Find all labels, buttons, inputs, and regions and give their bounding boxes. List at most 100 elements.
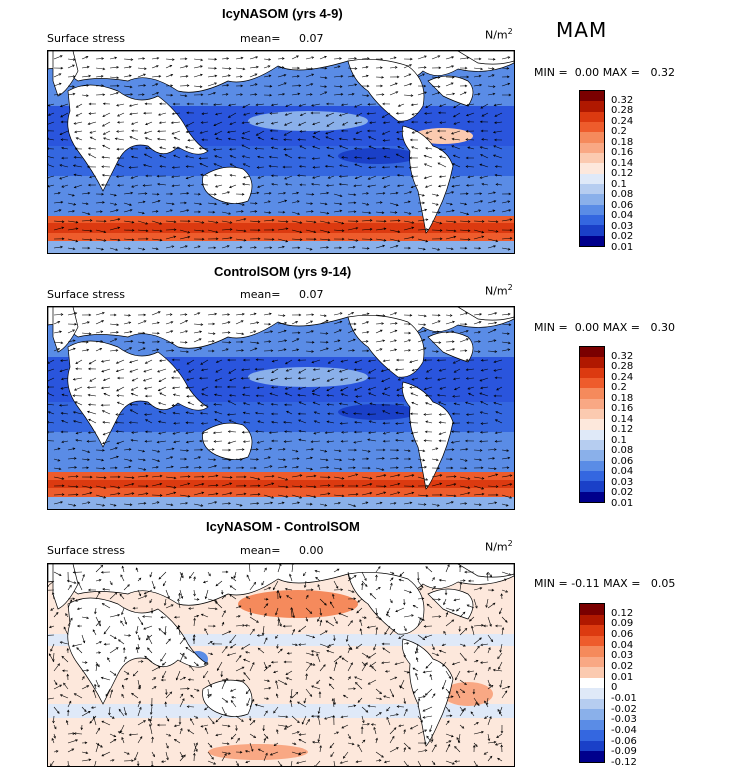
colorbar-label: 0.06 — [611, 200, 634, 211]
mean-value-3: 0.00 — [299, 544, 324, 557]
colorbar-swatch — [580, 481, 604, 492]
colorbar-label: 0.06 — [611, 629, 634, 640]
colorbar-label: 0.24 — [611, 116, 634, 127]
colorbar-label: 0.16 — [611, 403, 634, 414]
colorbar-label: 0.14 — [611, 158, 634, 169]
colorbar-swatch — [580, 625, 604, 636]
mean-label-3: mean= — [240, 544, 281, 557]
colorbar-swatch — [580, 357, 604, 368]
season-label: MAM — [556, 18, 608, 42]
colorbar-label: 0.03 — [611, 650, 634, 661]
min-max-1: MIN = 0.00 MAX = 0.32 — [534, 66, 675, 79]
colorbar-swatch — [580, 730, 604, 741]
land-masses-3 — [48, 564, 514, 747]
colorbar-label: 0.02 — [611, 231, 634, 242]
colorbar-swatch — [580, 121, 604, 133]
colorbar-swatch — [580, 450, 604, 461]
colorbar-label: 0.14 — [611, 414, 634, 425]
colorbar-swatch — [580, 194, 604, 205]
colorbar-label: 0.24 — [611, 372, 634, 383]
colorbar-swatch — [580, 677, 604, 689]
panel-title-2: ControlSOM (yrs 9-14) — [214, 264, 352, 279]
colorbar-label: 0.1 — [611, 435, 627, 446]
colorbar-swatch — [580, 91, 604, 102]
stress-vectors — [48, 564, 512, 766]
mean-value-2: 0.07 — [299, 288, 324, 301]
colorbar-swatch — [580, 656, 604, 668]
colorbar-swatch — [580, 688, 604, 699]
colorbar-swatch — [580, 377, 604, 389]
mean-label-2: mean= — [240, 288, 281, 301]
field-label-1: Surface stress — [47, 32, 125, 45]
colorbar-swatch — [580, 398, 604, 409]
colorbar-swatch — [580, 635, 604, 647]
land-masses-1 — [48, 51, 514, 234]
colorbar-label: 0.16 — [611, 147, 634, 158]
colorbar-label: -0.09 — [611, 746, 637, 757]
land-masses-2 — [48, 307, 514, 490]
colorbar-swatch — [580, 214, 604, 226]
colorbar-label: 0.01 — [611, 242, 634, 253]
colorbar-label: 0.18 — [611, 137, 634, 148]
colorbar-label: -0.01 — [611, 693, 637, 704]
colorbar-3 — [579, 603, 605, 763]
colorbar-swatch — [580, 183, 604, 195]
colorbar-swatch — [580, 698, 604, 710]
colorbar-label: -0.04 — [611, 725, 637, 736]
colorbar-label: 0.28 — [611, 105, 634, 116]
colorbar-label: 0.12 — [611, 424, 634, 435]
colorbar-swatch — [580, 101, 604, 112]
colorbar-swatch — [580, 460, 604, 471]
map-panel-1 — [47, 50, 515, 254]
field-label-2: Surface stress — [47, 288, 125, 301]
mean-value-1: 0.07 — [299, 32, 324, 45]
colorbar-swatch — [580, 388, 604, 399]
colorbar-label: 0.02 — [611, 661, 634, 672]
colorbar-label: 0.12 — [611, 608, 634, 619]
map-svg-1 — [48, 51, 514, 253]
stress-vectors — [48, 55, 513, 251]
colorbar-swatch — [580, 419, 604, 430]
colorbar-swatch — [580, 604, 604, 615]
colorbar-label: -0.12 — [611, 757, 637, 768]
colorbar-swatch — [580, 132, 604, 143]
colorbar-label: 0.04 — [611, 640, 634, 651]
colorbar-swatch — [580, 429, 604, 440]
colorbar-label: -0.02 — [611, 704, 637, 715]
colorbar-swatch — [580, 667, 604, 678]
colorbar-label: 0.04 — [611, 210, 634, 221]
units-2: N/m2 — [485, 283, 513, 298]
colorbar-1 — [579, 90, 605, 247]
map-svg-3 — [48, 564, 514, 766]
colorbar-swatch — [580, 470, 604, 482]
colorbar-label: -0.06 — [611, 736, 637, 747]
colorbar-label: 0.32 — [611, 351, 634, 362]
colorbar-swatch — [580, 204, 604, 215]
map-panel-3 — [47, 563, 515, 767]
colorbar-label: 0.04 — [611, 466, 634, 477]
colorbar-label: 0.02 — [611, 487, 634, 498]
units-1: N/m2 — [485, 27, 513, 42]
colorbar-label: 0.06 — [611, 456, 634, 467]
colorbar-label: 0.28 — [611, 361, 634, 372]
colorbar-swatch — [580, 142, 604, 153]
colorbar-2 — [579, 346, 605, 503]
colorbar-label: 0.08 — [611, 445, 634, 456]
min-max-3: MIN = -0.11 MAX = 0.05 — [534, 577, 676, 590]
map-svg-2 — [48, 307, 514, 509]
units-3: N/m2 — [485, 539, 513, 554]
colorbar-swatch — [580, 740, 604, 752]
colorbar-swatch — [580, 709, 604, 720]
colorbar-swatch — [580, 347, 604, 358]
colorbar-label: 0 — [611, 682, 618, 693]
colorbar-swatch — [580, 152, 604, 164]
colorbar-label: 0.1 — [611, 179, 627, 190]
field-label-3: Surface stress — [47, 544, 125, 557]
colorbar-swatch — [580, 367, 604, 378]
panel-title-1: IcyNASOM (yrs 4-9) — [222, 6, 343, 21]
colorbar-swatch — [580, 225, 604, 236]
colorbar-label: 0.03 — [611, 477, 634, 488]
colorbar-swatch — [580, 646, 604, 657]
mean-label-1: mean= — [240, 32, 281, 45]
colorbar-label: 0.2 — [611, 382, 627, 393]
